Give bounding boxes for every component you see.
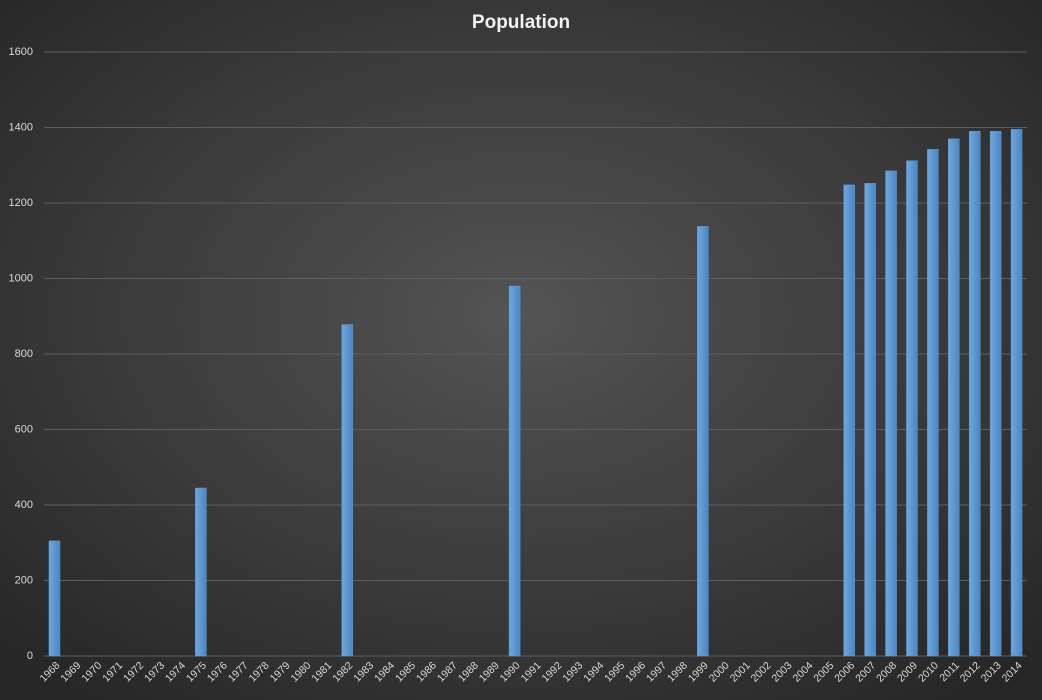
y-tick-label: 400 [15,499,33,511]
bar [48,540,61,657]
y-tick-label: 0 [27,650,33,662]
bar [968,131,981,657]
y-tick-label: 800 [15,348,33,360]
chart-title: Population [472,12,570,33]
y-tick-label: 600 [15,423,33,435]
y-tick-label: 1400 [9,121,33,133]
bar [906,160,918,657]
bar [927,149,939,657]
bar [341,324,354,657]
bar [843,184,855,657]
bar [989,131,1002,657]
bar [948,138,960,657]
bar [885,170,897,657]
y-tick-label: 1000 [9,272,33,284]
bar [697,226,709,657]
y-tick-label: 200 [15,574,33,586]
bar [508,285,521,657]
y-tick-label: 1200 [9,197,33,209]
y-tick-label: 1600 [9,46,33,58]
bar [195,487,207,657]
bar [864,183,876,657]
bar [1010,129,1023,657]
